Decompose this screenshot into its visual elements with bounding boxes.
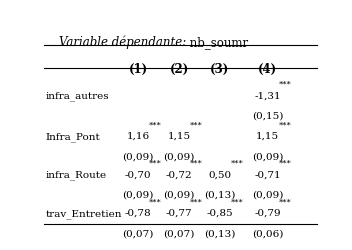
Text: (0,13): (0,13) [204, 229, 235, 238]
Text: -0,72: -0,72 [166, 170, 192, 179]
Text: ***: *** [149, 121, 162, 129]
Text: -0,85: -0,85 [207, 209, 233, 218]
Text: -1,31: -1,31 [254, 92, 281, 100]
Text: (0,09): (0,09) [252, 191, 283, 200]
Text: (0,13): (0,13) [204, 191, 235, 200]
Text: -0,78: -0,78 [125, 209, 151, 218]
Text: (0,07): (0,07) [122, 229, 154, 238]
Text: (0,06): (0,06) [252, 229, 283, 238]
Text: 1,15: 1,15 [168, 132, 190, 141]
Text: 0,50: 0,50 [208, 170, 232, 179]
Text: (0,09): (0,09) [122, 152, 154, 161]
Text: (0,09): (0,09) [122, 191, 154, 200]
Text: Infra_Pont: Infra_Pont [45, 132, 100, 142]
Text: ***: *** [279, 160, 291, 168]
Text: infra_Route: infra_Route [45, 170, 107, 180]
Text: (0,07): (0,07) [163, 229, 195, 238]
Text: (3): (3) [210, 63, 230, 76]
Text: -0,71: -0,71 [254, 170, 281, 179]
Text: 1,16: 1,16 [127, 132, 150, 141]
Text: ***: *** [231, 198, 244, 206]
Text: -0,79: -0,79 [254, 209, 281, 218]
Text: (0,09): (0,09) [252, 152, 283, 161]
Text: nb_soumr: nb_soumr [186, 36, 248, 49]
Text: infra_autres: infra_autres [45, 92, 109, 101]
Text: (4): (4) [258, 63, 277, 76]
Text: ***: *** [190, 160, 203, 168]
Text: (2): (2) [169, 63, 189, 76]
Text: -0,70: -0,70 [125, 170, 151, 179]
Text: trav_Entretien: trav_Entretien [45, 209, 122, 219]
Text: ***: *** [149, 160, 162, 168]
Text: -0,77: -0,77 [166, 209, 192, 218]
Text: 1,15: 1,15 [256, 132, 279, 141]
Text: ***: *** [279, 198, 291, 206]
Text: ***: *** [190, 121, 203, 129]
Text: ***: *** [149, 198, 162, 206]
Text: (0,09): (0,09) [163, 152, 195, 161]
Text: (0,15): (0,15) [252, 112, 283, 121]
Text: ***: *** [279, 81, 291, 89]
Text: (1): (1) [128, 63, 148, 76]
Text: ***: *** [190, 198, 203, 206]
Text: ***: *** [231, 160, 244, 168]
Text: Variable dépendante:: Variable dépendante: [58, 36, 186, 49]
Text: (0,09): (0,09) [163, 191, 195, 200]
Text: ***: *** [279, 121, 291, 129]
